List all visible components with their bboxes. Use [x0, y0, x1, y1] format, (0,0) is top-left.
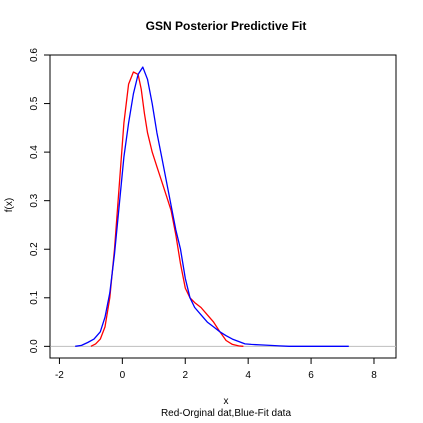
- x-axis-label: x: [224, 396, 229, 407]
- y-tick-label: 0.0: [29, 339, 40, 353]
- y-axis-label: f(x): [4, 198, 15, 212]
- y-tick-label: 0.2: [29, 242, 40, 256]
- y-axis: 0.0 0.1 0.2 0.3 0.4 0.5 0.6: [29, 48, 51, 353]
- x-tick-label: 2: [182, 370, 188, 381]
- y-tick-label: 0.4: [29, 145, 40, 159]
- series-line-red: [90, 71, 244, 347]
- x-axis: -2 0 2 4 6 8: [55, 357, 377, 381]
- y-tick-label: 0.5: [29, 96, 40, 110]
- chart-title: GSN Posterior Predictive Fit: [146, 19, 307, 33]
- x-tick-label: 8: [371, 370, 377, 381]
- x-tick-label: -2: [55, 370, 64, 381]
- y-tick-label: 0.3: [29, 193, 40, 207]
- x-tick-label: 0: [120, 370, 126, 381]
- x-axis-note: Red-Orginal dat,Blue-Fit data: [161, 408, 292, 419]
- series-layer: [75, 66, 349, 347]
- x-tick-label: 4: [245, 370, 251, 381]
- x-tick-label: 6: [308, 370, 314, 381]
- y-tick-label: 0.1: [29, 290, 40, 304]
- y-tick-label: 0.6: [29, 48, 40, 62]
- series-line-blue: [75, 66, 349, 347]
